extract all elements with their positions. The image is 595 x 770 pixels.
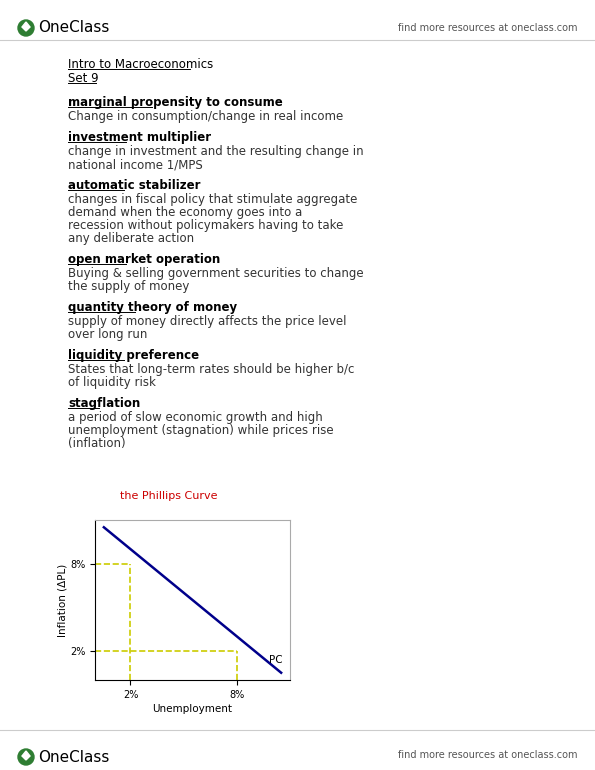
Text: a period of slow economic growth and high: a period of slow economic growth and hig… <box>68 411 322 424</box>
Text: demand when the economy goes into a: demand when the economy goes into a <box>68 206 302 219</box>
Text: over long run: over long run <box>68 328 148 341</box>
Text: find more resources at oneclass.com: find more resources at oneclass.com <box>397 23 577 33</box>
Polygon shape <box>22 751 30 760</box>
Text: marginal propensity to consume: marginal propensity to consume <box>68 96 283 109</box>
Text: OneClass: OneClass <box>38 21 109 35</box>
Text: Change in consumption/change in real income: Change in consumption/change in real inc… <box>68 110 343 123</box>
Text: OneClass: OneClass <box>38 749 109 765</box>
Text: unemployment (stagnation) while prices rise: unemployment (stagnation) while prices r… <box>68 424 334 437</box>
Text: (inflation): (inflation) <box>68 437 126 450</box>
Text: of liquidity risk: of liquidity risk <box>68 376 156 389</box>
Text: open market operation: open market operation <box>68 253 220 266</box>
Text: supply of money directly affects the price level: supply of money directly affects the pri… <box>68 315 346 328</box>
Text: investment multiplier: investment multiplier <box>68 131 211 144</box>
Text: stagflation: stagflation <box>68 397 140 410</box>
Text: Buying & selling government securities to change: Buying & selling government securities t… <box>68 267 364 280</box>
Text: find more resources at oneclass.com: find more resources at oneclass.com <box>397 750 577 760</box>
Text: automatic stabilizer: automatic stabilizer <box>68 179 201 192</box>
Text: quantity theory of money: quantity theory of money <box>68 301 237 314</box>
Text: Set 9: Set 9 <box>68 72 99 85</box>
Text: liquidity preference: liquidity preference <box>68 349 199 362</box>
Text: States that long-term rates should be higher b/c: States that long-term rates should be hi… <box>68 363 355 376</box>
Circle shape <box>18 20 34 36</box>
Text: change in investment and the resulting change in: change in investment and the resulting c… <box>68 145 364 158</box>
Text: Intro to Macroeconomics: Intro to Macroeconomics <box>68 58 213 71</box>
Text: changes in fiscal policy that stimulate aggregate: changes in fiscal policy that stimulate … <box>68 193 358 206</box>
Text: recession without policymakers having to take: recession without policymakers having to… <box>68 219 343 232</box>
Text: the Phillips Curve: the Phillips Curve <box>120 490 218 500</box>
Text: national income 1/MPS: national income 1/MPS <box>68 158 203 171</box>
X-axis label: Unemployment: Unemployment <box>152 704 233 714</box>
Text: PC: PC <box>269 655 283 665</box>
Text: any deliberate action: any deliberate action <box>68 232 194 245</box>
Y-axis label: Inflation (ΔPL): Inflation (ΔPL) <box>57 564 67 637</box>
Text: the supply of money: the supply of money <box>68 280 189 293</box>
Polygon shape <box>22 22 30 31</box>
Circle shape <box>18 749 34 765</box>
